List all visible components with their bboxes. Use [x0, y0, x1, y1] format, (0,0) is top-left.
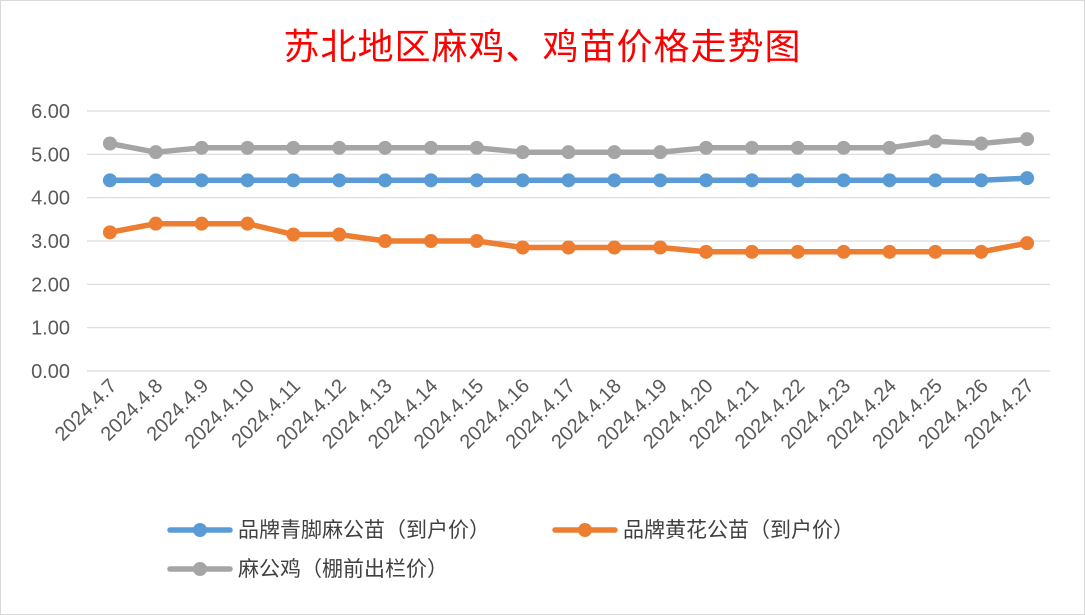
data-point	[194, 173, 209, 188]
data-point	[286, 227, 301, 242]
y-tick-label: 3.00	[31, 231, 70, 253]
data-point	[744, 140, 759, 155]
data-point	[378, 173, 393, 188]
data-point	[148, 216, 163, 231]
data-point	[744, 244, 759, 259]
data-point	[653, 145, 668, 160]
data-point	[561, 240, 576, 255]
data-point	[332, 173, 347, 188]
data-point	[102, 136, 117, 151]
data-point	[378, 140, 393, 155]
legend-label: 品牌黄花公苗（到户价）	[623, 518, 854, 542]
data-point	[974, 244, 989, 259]
data-point	[515, 173, 530, 188]
data-point	[882, 173, 897, 188]
data-point	[332, 227, 347, 242]
data-point	[836, 244, 851, 259]
data-point	[974, 136, 989, 151]
data-point	[653, 173, 668, 188]
data-point	[928, 244, 943, 259]
data-point	[928, 173, 943, 188]
y-tick-label: 0.00	[31, 361, 70, 383]
data-point	[653, 240, 668, 255]
data-point	[607, 173, 622, 188]
legend-label: 麻公鸡（棚前出栏价）	[238, 557, 448, 581]
y-tick-label: 4.00	[31, 188, 70, 210]
data-point	[836, 140, 851, 155]
data-point	[607, 240, 622, 255]
data-point	[240, 216, 255, 231]
data-point	[423, 173, 438, 188]
data-point	[699, 173, 714, 188]
data-point	[790, 140, 805, 155]
data-point	[1020, 132, 1035, 147]
data-point	[699, 244, 714, 259]
data-point	[515, 145, 530, 160]
data-point	[882, 244, 897, 259]
data-point	[699, 140, 714, 155]
data-point	[836, 173, 851, 188]
data-point	[790, 244, 805, 259]
data-point	[102, 225, 117, 240]
chart-title: 苏北地区麻鸡、鸡苗价格走势图	[283, 27, 802, 68]
data-point	[790, 173, 805, 188]
data-point	[928, 134, 943, 149]
y-tick-label: 2.00	[31, 274, 70, 296]
data-point	[1020, 236, 1035, 251]
data-point	[744, 173, 759, 188]
data-point	[423, 234, 438, 248]
data-point	[974, 173, 989, 188]
data-point	[102, 173, 117, 188]
data-point	[561, 145, 576, 160]
legend-swatch-marker	[193, 523, 207, 537]
data-point	[423, 140, 438, 155]
data-point	[286, 140, 301, 155]
data-point	[561, 173, 576, 188]
data-point	[240, 140, 255, 155]
data-point	[882, 140, 897, 155]
data-point	[148, 173, 163, 188]
data-point	[148, 145, 163, 160]
data-point	[194, 216, 209, 231]
legend-label: 品牌青脚麻公苗（到户价）	[238, 518, 490, 542]
y-tick-label: 6.00	[31, 101, 70, 123]
data-point	[240, 173, 255, 188]
data-point	[1020, 171, 1035, 186]
data-point	[607, 145, 622, 160]
data-point	[469, 140, 484, 155]
data-point	[515, 240, 530, 255]
y-tick-label: 1.00	[31, 318, 70, 340]
legend-swatch-marker	[193, 562, 207, 576]
data-point	[286, 173, 301, 188]
y-tick-label: 5.00	[31, 144, 70, 166]
data-point	[332, 140, 347, 155]
data-point	[469, 234, 484, 248]
legend-swatch-marker	[578, 523, 592, 537]
data-point	[194, 140, 209, 155]
data-point	[469, 173, 484, 188]
data-point	[378, 234, 393, 248]
